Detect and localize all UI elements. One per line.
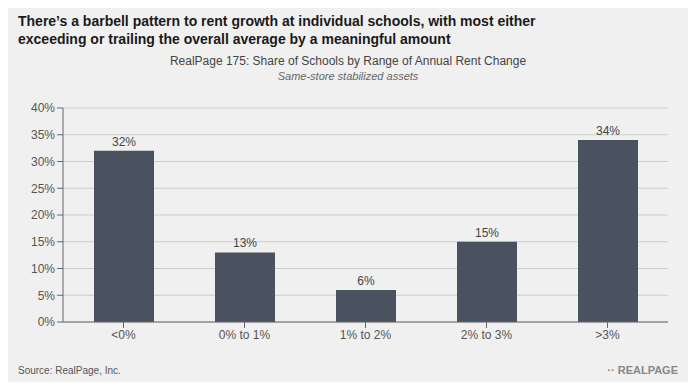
svg-text:1% to 2%: 1% to 2%	[340, 328, 392, 342]
svg-text:40%: 40%	[31, 101, 55, 115]
svg-text:>3%: >3%	[595, 328, 620, 342]
svg-text:2% to 3%: 2% to 3%	[461, 328, 513, 342]
svg-text:32%: 32%	[112, 135, 136, 149]
svg-text:0%: 0%	[38, 315, 56, 329]
svg-text:35%: 35%	[31, 128, 55, 142]
svg-text:10%: 10%	[31, 262, 55, 276]
svg-text:25%: 25%	[31, 182, 55, 196]
svg-text:15%: 15%	[31, 235, 55, 249]
svg-text:5%: 5%	[38, 289, 56, 303]
html-text:There’s a barbell pattern to r: There’s a barbell pattern to rent growth…	[18, 13, 536, 48]
svg-text:0% to 1%: 0% to 1%	[219, 328, 271, 342]
svg-text:6%: 6%	[357, 274, 375, 288]
svg-text:<0%: <0%	[111, 328, 136, 342]
svg-text:15%: 15%	[475, 226, 499, 240]
html-text:RealPage 175: Share of Schools: RealPage 175: Share of Schools by Range …	[169, 54, 527, 68]
svg-text:30%: 30%	[31, 155, 55, 169]
html-text:·· REALPAGE: ·· REALPAGE	[607, 364, 678, 376]
svg-text:20%: 20%	[31, 208, 55, 222]
svg-text:13%: 13%	[233, 236, 257, 250]
svg-text:34%: 34%	[596, 124, 620, 138]
html-text:Same-store stabilized assets: Same-store stabilized assets	[277, 70, 419, 82]
html-text:Source: RealPage, Inc.: Source: RealPage, Inc.	[18, 365, 121, 376]
